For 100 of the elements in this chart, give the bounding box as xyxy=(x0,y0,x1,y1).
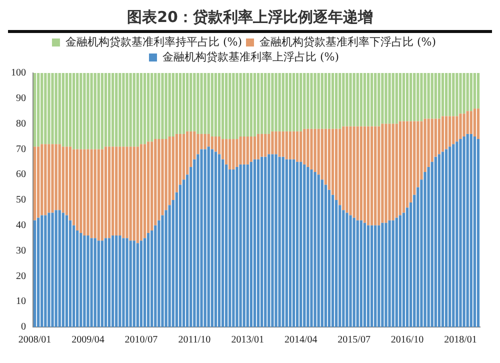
bar xyxy=(476,108,480,140)
bar xyxy=(108,238,111,327)
bar xyxy=(104,146,108,238)
bar xyxy=(398,215,402,327)
bar xyxy=(288,159,292,327)
bar xyxy=(115,73,118,147)
bar xyxy=(80,233,82,327)
bar xyxy=(444,116,448,150)
bar xyxy=(140,144,143,241)
bar xyxy=(104,73,108,147)
bar xyxy=(83,236,86,327)
bar xyxy=(253,136,256,160)
bar xyxy=(395,124,398,218)
bar xyxy=(100,73,104,150)
bar xyxy=(271,73,274,132)
bar xyxy=(150,73,154,142)
bar xyxy=(296,131,299,162)
bar xyxy=(388,124,391,220)
bar xyxy=(232,170,235,327)
bar xyxy=(448,116,452,147)
x-tick-label: 2013/01 xyxy=(231,334,264,346)
bar xyxy=(370,126,374,226)
bar xyxy=(175,73,178,134)
bar xyxy=(242,73,246,136)
bar xyxy=(86,149,90,236)
bar xyxy=(317,73,320,129)
bar xyxy=(210,149,214,327)
bar xyxy=(256,134,260,160)
bar xyxy=(349,126,352,216)
x-tick-label: 2010/07 xyxy=(124,334,158,346)
bar xyxy=(168,73,171,136)
bar xyxy=(239,73,242,136)
bar xyxy=(100,240,104,327)
bar xyxy=(282,156,284,327)
bar xyxy=(136,73,139,147)
bar xyxy=(282,73,284,132)
bar xyxy=(470,134,472,327)
legend-label: 金融机构贷款基准利率上浮占比 (%) xyxy=(162,50,340,64)
bar xyxy=(108,146,111,238)
bar xyxy=(328,73,331,129)
bar xyxy=(232,139,235,170)
bar xyxy=(466,73,469,112)
bar xyxy=(363,222,366,327)
bar xyxy=(33,73,36,147)
bar xyxy=(65,215,68,327)
bar xyxy=(310,73,313,129)
legend-label: 金融机构贷款基准利率下浮占比 (%) xyxy=(260,35,436,48)
bar xyxy=(58,144,61,210)
bar xyxy=(441,73,444,116)
bar xyxy=(54,210,58,327)
bar xyxy=(94,73,96,150)
bar xyxy=(48,212,50,327)
bar xyxy=(90,149,93,238)
bar xyxy=(190,73,192,132)
bar xyxy=(274,131,278,154)
bar xyxy=(214,73,218,136)
bar xyxy=(207,73,210,134)
bar xyxy=(360,126,362,220)
bar xyxy=(94,149,96,238)
bar xyxy=(122,238,125,327)
bar xyxy=(54,73,58,144)
bar xyxy=(452,73,455,116)
x-tick-label: 2009/04 xyxy=(72,334,104,346)
bar xyxy=(158,73,160,140)
bar xyxy=(218,73,221,136)
bar xyxy=(196,73,200,134)
y-tick-label: 80 xyxy=(16,118,26,130)
bar xyxy=(374,225,377,327)
bar xyxy=(86,73,90,150)
bar xyxy=(146,73,150,142)
bar xyxy=(292,73,296,132)
bar xyxy=(204,73,206,134)
bar xyxy=(214,152,218,327)
bar xyxy=(363,126,366,223)
y-tick-label: 10 xyxy=(16,296,26,308)
bar xyxy=(473,136,476,327)
bar xyxy=(306,73,310,129)
bar xyxy=(356,73,359,126)
bar xyxy=(115,146,118,236)
bar xyxy=(416,73,420,122)
bar xyxy=(324,73,328,129)
bar xyxy=(108,73,111,147)
bar xyxy=(438,73,441,119)
bar xyxy=(129,146,132,241)
bar xyxy=(136,146,139,244)
bar xyxy=(36,73,40,147)
x-tick-label: 2016/10 xyxy=(390,334,424,346)
bar xyxy=(314,172,316,327)
bar xyxy=(456,73,458,116)
bar xyxy=(132,73,136,147)
bar xyxy=(356,220,359,327)
bar xyxy=(90,238,93,327)
bar xyxy=(111,73,114,147)
bar xyxy=(462,136,466,327)
bar xyxy=(366,225,370,327)
bar xyxy=(256,73,260,134)
bar xyxy=(80,73,82,150)
y-tick-label: 70 xyxy=(16,144,26,155)
bar xyxy=(303,73,306,129)
bar xyxy=(97,73,100,150)
